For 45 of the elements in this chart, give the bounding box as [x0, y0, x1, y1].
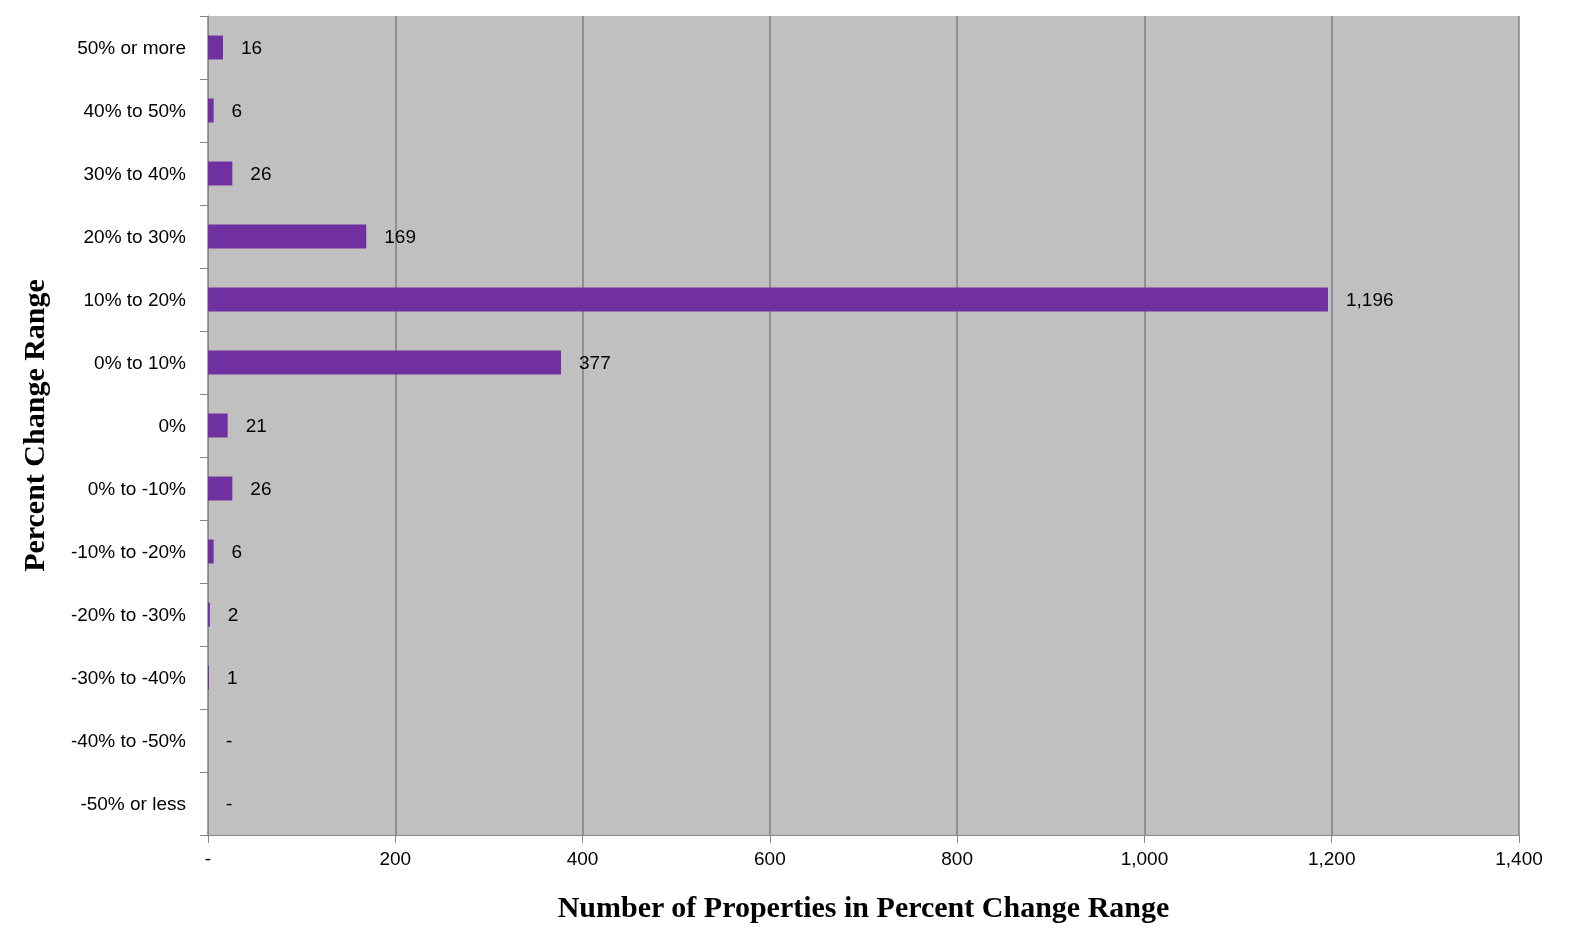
y-tick-label: 30% to 40%	[83, 163, 187, 184]
data-label: 26	[250, 478, 272, 499]
bar	[208, 350, 562, 375]
y-tick-label: 50% or more	[77, 37, 186, 58]
data-label: 1	[226, 667, 238, 688]
x-tick-label: 1,200	[1307, 848, 1356, 869]
y-tick-label: -50% or less	[80, 793, 186, 814]
data-label: 26	[250, 163, 272, 184]
y-tick-label: 10% to 20%	[83, 289, 187, 310]
data-label: 16	[240, 37, 263, 58]
x-tick-label: 1,000	[1120, 848, 1169, 869]
bar	[208, 287, 1328, 312]
data-label: 6	[231, 100, 243, 121]
x-tick-label: 400	[566, 848, 599, 869]
bar	[208, 98, 214, 123]
x-tick-label: 800	[941, 848, 973, 869]
y-tick-label: -30% to -40%	[70, 667, 187, 688]
bar	[208, 476, 233, 501]
y-tick-label: 0% to -10%	[87, 478, 187, 499]
x-tick-label: 600	[754, 848, 786, 869]
y-axis-title: Percent Change Range	[16, 279, 50, 572]
y-tick-label: -40% to -50%	[70, 730, 187, 751]
y-tick-label: 20% to 30%	[83, 226, 187, 247]
bar	[208, 224, 367, 249]
x-axis-title: Number of Properties in Percent Change Range	[557, 889, 1170, 923]
data-label: 2	[227, 604, 239, 625]
y-tick-label: 0% to 10%	[94, 352, 187, 373]
y-tick-label: -20% to -30%	[70, 604, 187, 625]
data-label: 169	[384, 226, 416, 247]
bar	[208, 413, 228, 438]
x-tick-label: 1,400	[1495, 848, 1543, 869]
bar	[208, 539, 214, 564]
y-tick-label: 40% to 50%	[83, 100, 187, 121]
data-label: 1,196	[1345, 289, 1394, 310]
data-label: 21	[245, 415, 267, 436]
data-label: 377	[579, 352, 611, 373]
data-label: -	[226, 730, 233, 751]
x-tick-label: -	[204, 848, 212, 869]
data-label: 6	[231, 541, 243, 562]
y-tick-label: 0%	[158, 415, 187, 436]
bar	[208, 35, 223, 60]
x-tick-label: 200	[379, 848, 412, 869]
y-tick-label: -10% to -20%	[70, 541, 187, 562]
bar	[208, 161, 233, 186]
data-label: -	[226, 793, 233, 814]
